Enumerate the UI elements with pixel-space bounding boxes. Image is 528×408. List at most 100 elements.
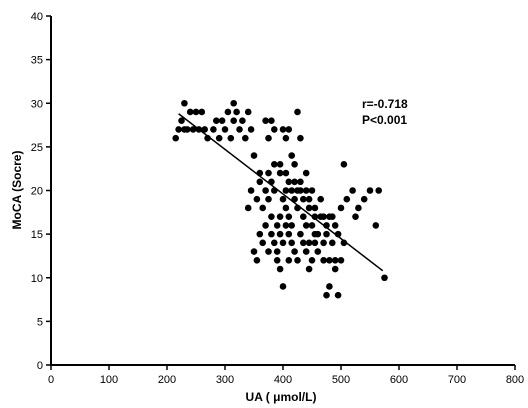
data-point	[184, 126, 191, 133]
data-point	[300, 239, 307, 247]
x-tick-label: 500	[332, 374, 350, 386]
data-point	[291, 161, 298, 168]
data-point	[282, 169, 290, 177]
data-point	[215, 134, 223, 142]
data-point	[285, 257, 293, 264]
data-point	[244, 108, 252, 116]
data-point	[218, 117, 226, 124]
y-tick-label: 40	[31, 11, 43, 23]
data-point	[282, 134, 290, 142]
data-point	[259, 239, 267, 247]
data-point	[213, 117, 220, 124]
y-tick-label: 15	[31, 229, 43, 241]
data-point	[268, 213, 275, 220]
data-point	[265, 248, 272, 255]
plot-area: 0 5 10 15 20 25 30 35 40 0 100 200 300 400 500 600 700 8…	[31, 11, 524, 386]
data-point	[282, 222, 290, 229]
data-point	[334, 291, 342, 299]
data-point	[308, 257, 316, 264]
data-point	[221, 126, 229, 133]
data-point	[276, 213, 284, 220]
data-point	[349, 187, 356, 194]
data-point	[271, 239, 278, 247]
data-point	[175, 126, 182, 133]
data-point	[276, 161, 284, 168]
y-tick-label: 0	[37, 360, 43, 372]
data-point	[247, 187, 255, 194]
data-point	[317, 213, 325, 220]
data-point	[271, 126, 278, 133]
x-tick-label: 700	[448, 374, 466, 386]
data-points	[172, 99, 388, 299]
data-point	[273, 257, 281, 264]
data-point	[250, 152, 258, 159]
data-point	[279, 283, 287, 290]
data-point	[308, 222, 316, 229]
data-point	[288, 187, 296, 194]
data-point	[273, 248, 281, 255]
data-point	[276, 265, 284, 273]
data-point	[253, 257, 261, 264]
data-point	[279, 126, 287, 133]
data-point	[297, 178, 304, 186]
data-point	[355, 204, 362, 212]
data-point	[308, 187, 316, 194]
data-point	[297, 230, 304, 238]
data-point	[297, 134, 304, 142]
annotation-r: r=-0.718	[362, 97, 408, 111]
data-point	[239, 117, 246, 124]
data-point	[317, 195, 325, 203]
data-point	[302, 187, 310, 194]
x-tick-label: 400	[274, 374, 292, 386]
data-point	[320, 239, 327, 247]
data-point	[224, 108, 232, 116]
data-point	[268, 117, 275, 124]
data-point	[198, 108, 206, 116]
x-tick-label: 600	[390, 374, 408, 386]
data-point	[375, 187, 383, 194]
data-point	[311, 213, 319, 220]
data-point	[326, 283, 333, 290]
data-point	[288, 152, 296, 159]
data-point	[253, 195, 261, 203]
data-point	[265, 195, 272, 203]
data-point	[178, 117, 185, 124]
data-point	[262, 117, 269, 124]
data-point	[276, 169, 284, 177]
data-point	[233, 108, 240, 116]
data-point	[326, 257, 333, 264]
regression-line	[178, 113, 384, 272]
data-point	[181, 99, 188, 107]
data-point	[236, 126, 243, 133]
x-tick-label: 0	[48, 374, 54, 386]
data-point	[302, 248, 310, 255]
x-tick-label: 800	[506, 374, 524, 386]
data-point	[294, 257, 301, 264]
data-point	[288, 239, 296, 247]
data-point	[250, 248, 258, 255]
x-tick-label: 100	[100, 374, 118, 386]
y-tick-label: 20	[31, 186, 43, 198]
data-point	[285, 178, 293, 186]
x-tick-label: 300	[216, 374, 234, 386]
x-ticks: 0 100 200 300 400 500 600 700 800	[48, 365, 524, 386]
data-point	[256, 178, 264, 186]
data-point	[331, 222, 339, 229]
data-point	[372, 222, 380, 229]
data-point	[230, 99, 237, 107]
data-point	[201, 126, 208, 133]
data-point	[300, 213, 307, 220]
data-point	[320, 257, 327, 264]
data-point	[329, 213, 336, 220]
data-point	[242, 134, 249, 142]
data-point	[282, 187, 290, 194]
data-point	[247, 126, 255, 133]
data-point	[329, 239, 336, 247]
data-point	[314, 248, 322, 255]
data-point	[288, 222, 296, 229]
data-point	[360, 195, 368, 203]
data-point	[302, 222, 310, 229]
data-point	[285, 213, 293, 220]
data-point	[291, 178, 298, 186]
